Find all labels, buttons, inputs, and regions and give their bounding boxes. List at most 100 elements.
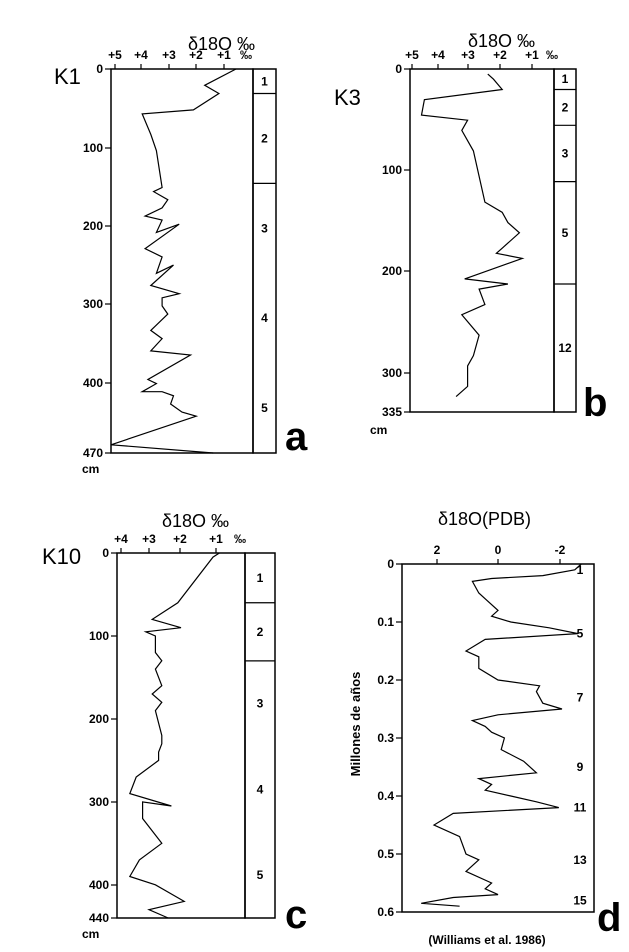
x-tick-label: 0 <box>495 543 502 557</box>
zone-label: 3 <box>261 221 268 235</box>
zone-label: 12 <box>558 341 572 355</box>
panel-b-x-ticks: +5 +4 +3 +2 +1 ‰ <box>405 48 558 69</box>
panel-a-y-ticks: 0 100 200 300 400 470 <box>83 62 111 460</box>
y-tick-label: 0 <box>102 546 109 560</box>
panel-c-y-unit: cm <box>82 927 99 941</box>
y-tick-label: 300 <box>382 366 402 380</box>
zone-label: 4 <box>257 782 264 796</box>
y-tick-label: 0.3 <box>377 731 394 745</box>
zone-label: 2 <box>257 625 264 639</box>
panel-d-plot-frame <box>401 563 595 913</box>
y-tick-label: 0 <box>387 557 394 571</box>
panel-a-letter: a <box>285 415 308 459</box>
y-tick-label: 100 <box>89 629 109 643</box>
panel-d-title: δ18O(PDB) <box>438 509 531 529</box>
x-tick-label: 2 <box>434 543 441 557</box>
panel-b-plot-frame <box>409 68 555 413</box>
panel-d-source-citation: (Williams et al. 1986) <box>428 933 545 947</box>
zone-label: 1 <box>261 74 268 88</box>
panel-c-letter: c <box>285 893 307 937</box>
panel-c-plot-frame <box>116 552 246 919</box>
panel-a-title: δ18O ‰ <box>188 34 255 54</box>
zone-label: 2 <box>562 100 569 114</box>
stage-label: 9 <box>577 760 584 774</box>
panel-d-y-ticks: 0 0.1 0.2 0.3 0.4 0.5 0.6 <box>377 557 402 919</box>
y-tick-label: 0.2 <box>377 673 394 687</box>
stage-label: 15 <box>573 893 587 907</box>
y-tick-label: 300 <box>83 297 103 311</box>
panel-d-series-line <box>421 563 582 907</box>
panel-c: δ18O ‰ +4 +3 +2 +1 ‰ K10 1 2 3 4 5 0 100 200 300 400… <box>42 511 307 941</box>
zone-label: 1 <box>257 571 264 585</box>
x-tick-label: +5 <box>405 48 419 62</box>
y-tick-label: 470 <box>83 446 103 460</box>
x-tick-label: +1 <box>525 48 539 62</box>
y-tick-label: 0.1 <box>377 615 394 629</box>
x-tick-label: +2 <box>493 48 507 62</box>
y-tick-label: 300 <box>89 795 109 809</box>
x-tick-label: +3 <box>461 48 475 62</box>
stage-label: 5 <box>577 627 584 641</box>
panel-b-y-unit: cm <box>370 423 387 437</box>
zone-label: 5 <box>257 868 264 882</box>
x-tick-label: +3 <box>142 532 156 546</box>
y-tick-label: 200 <box>83 219 103 233</box>
panel-c-zone-column <box>244 552 276 919</box>
x-tick-label: +2 <box>189 48 203 62</box>
panel-d-x-ticks: 2 0 -2 <box>434 543 566 564</box>
panel-c-title: δ18O ‰ <box>162 511 229 531</box>
y-tick-label: 400 <box>89 878 109 892</box>
y-tick-label: 100 <box>382 163 402 177</box>
panel-a-series-line <box>110 68 237 454</box>
stage-label: 11 <box>574 801 587 815</box>
y-tick-label: 100 <box>83 141 103 155</box>
panel-a-zone-column <box>252 68 277 454</box>
x-tick-label: +3 <box>162 48 176 62</box>
panel-a-y-unit: cm <box>82 462 99 476</box>
x-tick-label: +1 <box>209 532 223 546</box>
x-tick-label: +5 <box>108 48 122 62</box>
y-tick-label: 0.5 <box>377 847 394 861</box>
y-tick-label: 400 <box>83 376 103 390</box>
zone-label: 5 <box>261 401 268 415</box>
panel-c-core-label: K10 <box>42 544 81 569</box>
zone-label: 2 <box>261 131 268 145</box>
panel-b-core-label: K3 <box>334 85 361 110</box>
panel-b-letter: b <box>583 381 607 425</box>
stage-label: 1 <box>577 563 584 577</box>
panel-a-x-ticks: +5 +4 +3 +2 +1 ‰ <box>108 48 252 69</box>
y-tick-label: 0 <box>96 62 103 76</box>
y-tick-label: 0.6 <box>377 905 394 919</box>
y-tick-label: 0 <box>395 62 402 76</box>
panel-b-series-line <box>420 73 525 398</box>
panel-a-core-label: K1 <box>54 64 81 89</box>
panel-d: δ18O(PDB) 2 0 -2 0 0.1 0.2 0.3 0.4 0.5 0.6 Millo… <box>348 509 621 947</box>
zone-label: 3 <box>562 146 569 160</box>
panel-c-x-ticks: +4 +3 +2 +1 ‰ <box>114 532 246 553</box>
x-tick-label: ‰ <box>234 532 246 546</box>
y-tick-label: 335 <box>382 405 402 419</box>
panel-a-plot-frame <box>110 68 254 454</box>
panel-b-title: δ18O ‰ <box>468 31 535 51</box>
panel-b-zone-column <box>553 68 577 413</box>
panel-d-y-axis-label: Millones de años <box>348 672 363 777</box>
zone-label: 1 <box>562 72 569 86</box>
x-tick-label: -2 <box>555 543 566 557</box>
zone-label: 3 <box>257 697 264 711</box>
panel-d-letter: d <box>597 896 621 940</box>
panel-c-zones: 1 2 3 4 5 <box>245 571 275 882</box>
y-tick-label: 200 <box>382 264 402 278</box>
x-tick-label: +4 <box>431 48 445 62</box>
panel-a-zones: 1 2 3 4 5 <box>253 74 276 415</box>
stage-label: 13 <box>573 853 587 867</box>
panel-c-series-line <box>128 552 220 919</box>
x-tick-label: ‰ <box>546 48 558 62</box>
zone-label: 5 <box>562 226 569 240</box>
x-tick-label: ‰ <box>240 48 252 62</box>
panel-b-y-ticks: 0 100 200 300 335 <box>382 62 410 419</box>
x-tick-label: +4 <box>134 48 148 62</box>
